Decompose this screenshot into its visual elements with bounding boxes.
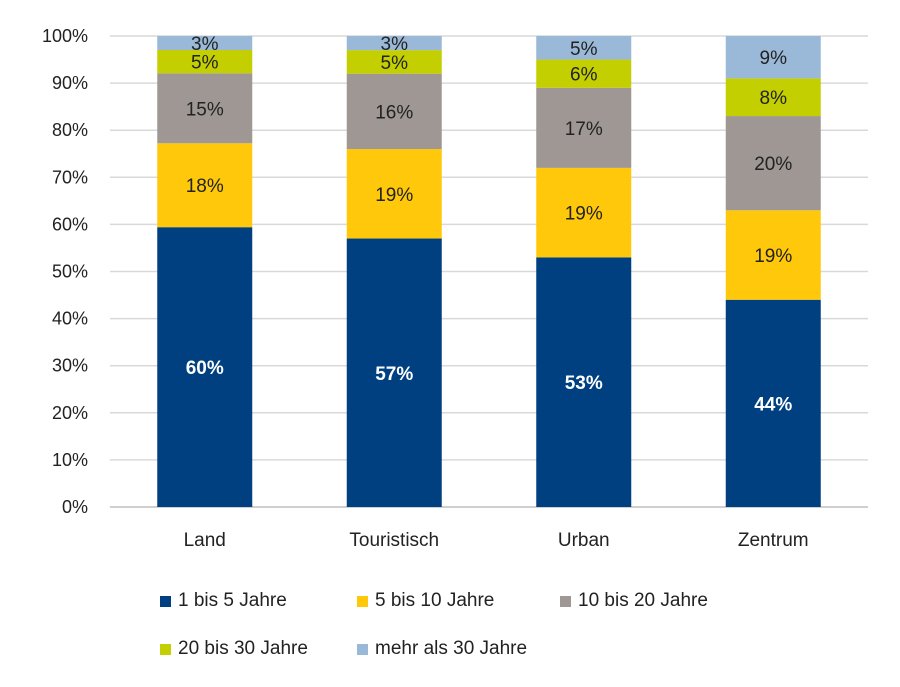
y-tick-label: 80% (52, 120, 88, 140)
legend-item: 5 bis 10 Jahre (357, 590, 494, 612)
bar-segment (725, 116, 821, 211)
y-tick-label: 10% (52, 450, 88, 470)
bar-segment (157, 73, 253, 144)
bar-segment (346, 149, 442, 239)
legend-item: 1 bis 5 Jahre (160, 590, 287, 612)
bar-segment (346, 36, 442, 51)
data-label: 17% (565, 119, 603, 140)
data-label: 6% (570, 65, 598, 86)
y-tick-label: 50% (52, 262, 88, 282)
bar-segment (346, 238, 442, 507)
legend-label: 5 bis 10 Jahre (375, 590, 495, 611)
data-label: 19% (375, 185, 413, 206)
data-label: 18% (186, 176, 224, 197)
y-tick-label: 40% (52, 309, 88, 329)
bar-segment (536, 167, 632, 258)
data-label: 53% (565, 373, 603, 394)
bar-segment (725, 299, 821, 507)
data-label: 8% (760, 88, 788, 109)
data-label: 5% (191, 53, 219, 74)
bar-segment (725, 78, 821, 117)
data-label: 15% (186, 99, 224, 120)
x-tick-label: Zentrum (738, 530, 809, 551)
data-label: 60% (186, 358, 224, 379)
bar-segment (536, 36, 632, 60)
x-tick-label: Urban (558, 530, 610, 551)
bar-segment (346, 50, 442, 74)
legend-swatch (357, 595, 368, 607)
data-label: 3% (191, 34, 219, 55)
x-tick-label: Touristisch (349, 530, 439, 551)
data-label: 19% (754, 246, 792, 267)
bar-segment (157, 227, 253, 508)
legend-item: 20 bis 30 Jahre (160, 638, 308, 660)
legend-swatch (160, 595, 171, 607)
bar-segment (536, 257, 632, 507)
data-label: 3% (381, 34, 409, 55)
y-tick-label: 90% (52, 73, 88, 93)
legend-item: 10 bis 20 Jahre (560, 590, 708, 612)
data-label: 9% (760, 48, 788, 69)
legend-swatch (160, 643, 171, 655)
y-tick-label: 0% (62, 497, 88, 517)
data-label: 16% (375, 102, 413, 123)
legend-label: 10 bis 20 Jahre (578, 590, 708, 611)
legend-label: 1 bis 5 Jahre (178, 590, 287, 611)
data-label: 19% (565, 204, 603, 225)
y-tick-label: 70% (52, 167, 88, 187)
data-label: 20% (754, 154, 792, 175)
data-label: 57% (375, 364, 413, 385)
bar-segment (157, 143, 253, 228)
legend-swatch (560, 595, 571, 607)
legend-item: mehr als 30 Jahre (357, 638, 527, 660)
bar-segment (157, 36, 253, 50)
data-label: 5% (381, 53, 409, 74)
data-label: 44% (754, 394, 792, 415)
data-label: 5% (570, 39, 598, 60)
legend-label: 20 bis 30 Jahre (178, 638, 308, 659)
legend-swatch (357, 643, 368, 655)
y-tick-label: 60% (52, 214, 88, 234)
legend-label: mehr als 30 Jahre (375, 638, 528, 659)
bar-segment (536, 59, 632, 88)
y-tick-label: 30% (52, 356, 88, 376)
x-tick-label: Land (184, 530, 226, 551)
y-tick-label: 20% (52, 403, 88, 423)
bar-segment (725, 210, 821, 300)
bar-segment (536, 87, 632, 168)
bar-segment (157, 49, 253, 74)
bar-segment (346, 73, 442, 150)
y-tick-label: 100% (42, 26, 88, 46)
bar-segment (725, 36, 821, 79)
